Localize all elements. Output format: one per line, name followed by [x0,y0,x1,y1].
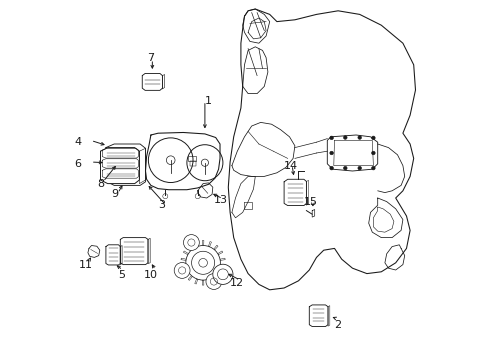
Circle shape [357,136,361,139]
Text: 10: 10 [143,270,158,280]
Text: 12: 12 [230,278,244,288]
Text: 13: 13 [214,195,227,205]
Text: 7: 7 [147,53,154,63]
Text: 2: 2 [334,320,341,330]
Circle shape [185,246,220,280]
Text: 11: 11 [79,260,93,270]
Circle shape [357,166,361,170]
Circle shape [343,166,346,170]
Circle shape [205,274,222,289]
Text: 6: 6 [75,159,81,169]
Text: 4: 4 [75,137,81,147]
Text: 8: 8 [97,179,104,189]
Polygon shape [106,144,145,185]
Circle shape [371,151,374,155]
Text: 1: 1 [204,96,212,106]
Circle shape [329,136,333,140]
Text: 5: 5 [118,270,124,280]
Text: 15: 15 [304,197,318,207]
Circle shape [183,235,199,251]
Text: 9: 9 [111,189,118,199]
Bar [187,156,195,161]
Circle shape [329,166,333,170]
Circle shape [212,264,232,284]
Circle shape [343,136,346,139]
Circle shape [174,262,190,278]
Bar [189,161,196,166]
Polygon shape [101,148,139,184]
Circle shape [371,166,374,170]
Circle shape [329,151,333,155]
Text: 3: 3 [158,200,165,210]
Text: 14: 14 [284,161,298,171]
Circle shape [371,136,374,140]
